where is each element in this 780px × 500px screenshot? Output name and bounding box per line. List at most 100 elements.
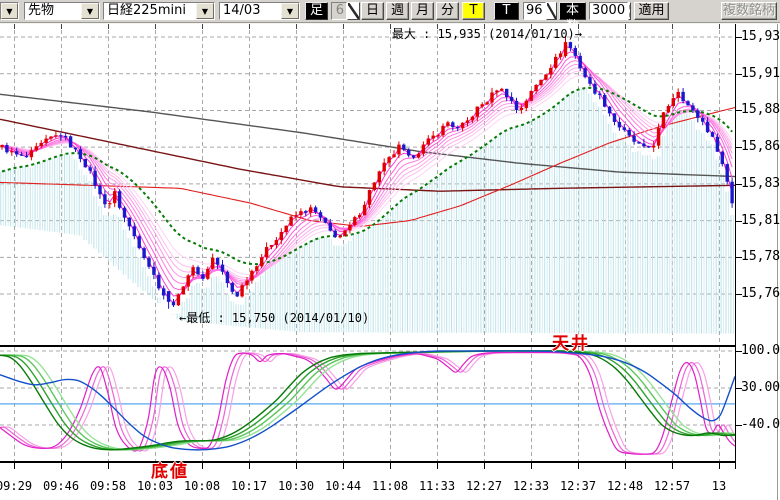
time-tick-top (390, 24, 391, 29)
time-tick-top (296, 24, 297, 29)
price-tick-label: 15,935 (741, 29, 780, 44)
time-tick-top (202, 24, 203, 29)
time-tick (249, 463, 250, 469)
time-tick-top (672, 24, 673, 29)
tick-count-value[interactable]: 96 (523, 2, 546, 20)
time-tick (719, 463, 720, 469)
oscillator-chart[interactable] (0, 347, 735, 461)
time-tick (61, 463, 62, 469)
time-tick-label: 13 (711, 479, 727, 493)
panel-divider (0, 345, 735, 347)
tick-mode-button[interactable]: T (494, 2, 519, 20)
time-tick-top (61, 24, 62, 29)
time-tick (155, 463, 156, 469)
time-tick (578, 463, 579, 469)
contract-month-value: 14/03 (220, 3, 281, 19)
spinner-icon[interactable] (347, 2, 360, 20)
week-button[interactable]: 週 (386, 2, 409, 20)
oscillator-tick-label: -40.00 (741, 417, 780, 432)
day-button[interactable]: 日 (361, 2, 384, 20)
main-price-chart[interactable] (0, 30, 735, 345)
time-tick (202, 463, 203, 469)
ashi-count-spinner[interactable]: 6 (331, 2, 360, 20)
price-tick-label: 15,910 (741, 66, 780, 81)
ceiling-label: 天井 (552, 334, 590, 354)
bottom-label: 底値 (151, 462, 189, 482)
time-tick-label: 10:03 (136, 479, 174, 493)
bar-count-label: 本数 (559, 2, 586, 34)
max-price-annotation: 最大 : 15,935 (2014/01/10)→ (391, 27, 582, 41)
bar-count-value[interactable]: 3000 (589, 2, 629, 20)
contract-month-combobox[interactable]: 14/03 ▼ (219, 2, 300, 20)
price-tick-label: 15,785 (741, 249, 780, 264)
time-tick (437, 463, 438, 469)
price-tick-label: 15,885 (741, 102, 780, 117)
price-axis-line (735, 24, 736, 469)
price-tick (736, 184, 742, 185)
time-tick (625, 463, 626, 469)
tick-button-active[interactable]: T (462, 2, 485, 20)
month-button[interactable]: 月 (411, 2, 434, 20)
price-tick (736, 221, 742, 222)
chevron-down-icon[interactable]: ▼ (196, 3, 214, 19)
time-tick-top (437, 24, 438, 29)
time-tick-top (249, 24, 250, 29)
chevron-down-icon[interactable]: ▼ (281, 3, 299, 19)
price-tick-label: 15,810 (741, 213, 780, 228)
price-tick (736, 74, 742, 75)
ashi-button[interactable]: 足 (305, 2, 328, 20)
time-tick (484, 463, 485, 469)
bar-count-spinner[interactable]: 3000 (589, 2, 631, 20)
oscillator-tick-label: 100.00 (741, 343, 780, 358)
time-tick-label: 10:44 (324, 479, 362, 493)
chevron-down-icon[interactable]: ▼ (81, 3, 99, 19)
minute-button[interactable]: 分 (436, 2, 459, 20)
time-tick (108, 463, 109, 469)
chevron-down-icon[interactable]: ▼ (1, 3, 18, 19)
time-tick-top (578, 24, 579, 29)
min-price-annotation: ←最低 : 15,750 (2014/01/10) (179, 311, 370, 325)
time-tick (296, 463, 297, 469)
time-tick-label: 12:27 (465, 479, 503, 493)
time-tick (390, 463, 391, 469)
partial-combobox[interactable]: ▼ (0, 2, 19, 20)
time-tick-top (625, 24, 626, 29)
multi-symbol-button[interactable]: 複数銘柄 (721, 2, 777, 20)
time-tick-label: 09:58 (89, 479, 127, 493)
market-value: 先物 (25, 3, 81, 19)
time-tick-label: 10:30 (277, 479, 315, 493)
apply-button[interactable]: 適用 (634, 2, 669, 20)
price-tick (736, 257, 742, 258)
price-tick (736, 294, 742, 295)
time-tick-top (484, 24, 485, 29)
time-tick-label: 12:37 (559, 479, 597, 493)
time-tick-label: 12:57 (653, 479, 691, 493)
time-tick (14, 463, 15, 469)
time-tick-label: 10:17 (230, 479, 268, 493)
time-tick-label: 09:29 (0, 479, 33, 493)
time-tick-top (108, 24, 109, 29)
time-tick-top (719, 24, 720, 29)
spinner-icon[interactable] (545, 2, 557, 20)
price-tick (736, 37, 742, 38)
tick-count-spinner[interactable]: 96 (523, 2, 557, 20)
time-tick-top (14, 24, 15, 29)
price-tick (736, 110, 742, 111)
time-tick (672, 463, 673, 469)
spinner-icon[interactable] (628, 2, 631, 20)
market-combobox[interactable]: 先物 ▼ (24, 2, 100, 20)
time-tick-label: 12:48 (606, 479, 644, 493)
price-tick (736, 147, 742, 148)
time-tick-top (531, 24, 532, 29)
time-tick-label: 11:08 (371, 479, 409, 493)
time-tick (343, 463, 344, 469)
oscillator-tick (736, 388, 742, 389)
ashi-count-value[interactable]: 6 (331, 2, 347, 20)
price-tick-label: 15,835 (741, 176, 780, 191)
symbol-value: 日経225mini (104, 3, 196, 19)
time-tick-top (155, 24, 156, 29)
symbol-combobox[interactable]: 日経225mini ▼ (103, 2, 215, 20)
price-tick-label: 15,860 (741, 139, 780, 154)
oscillator-tick (736, 425, 742, 426)
